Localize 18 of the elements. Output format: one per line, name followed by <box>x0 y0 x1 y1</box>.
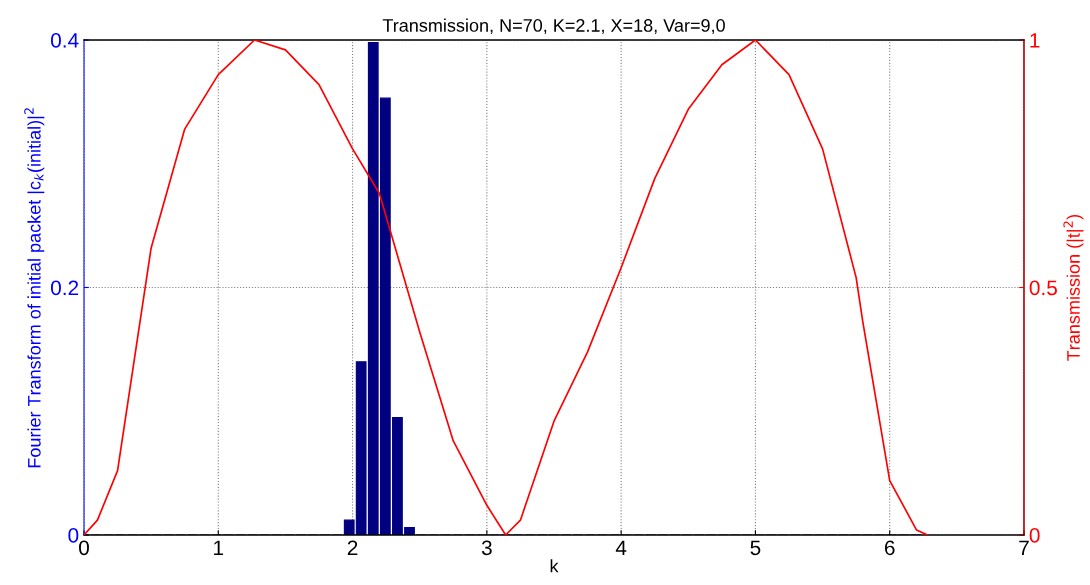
y-axis-title: Fourier Transform of initial packet |c$_{k}$(initial)|$^{2}$ <box>24 108 45 468</box>
y2-tick-label: 0.5 <box>1029 280 1057 296</box>
y-tick-label: 0.2 <box>50 280 79 296</box>
y2-tick-label: 0 <box>1029 528 1040 543</box>
chart-title: Transmission, N=70, K=2.1, X=18, Var=9,0 <box>382 18 725 34</box>
y-tick-label: 0 <box>68 528 79 543</box>
y-tick-label: 0.4 <box>50 33 79 48</box>
y2-axis-title: Transmission (|t|$^{2}$) <box>1063 214 1084 361</box>
y2-tick-label: 1 <box>1030 33 1040 48</box>
x-tick-label: 0 <box>79 540 89 556</box>
x-tick-label: 6 <box>884 540 895 556</box>
x-tick-label: 3 <box>481 540 492 556</box>
x-tick-label: 1 <box>214 540 224 555</box>
x-tick-label: 5 <box>750 540 761 556</box>
x-tick-label: 2 <box>347 540 358 555</box>
x-axis-title: k <box>550 559 559 573</box>
x-tick-label: 7 <box>1019 540 1029 555</box>
x-tick-label: 4 <box>615 540 627 555</box>
